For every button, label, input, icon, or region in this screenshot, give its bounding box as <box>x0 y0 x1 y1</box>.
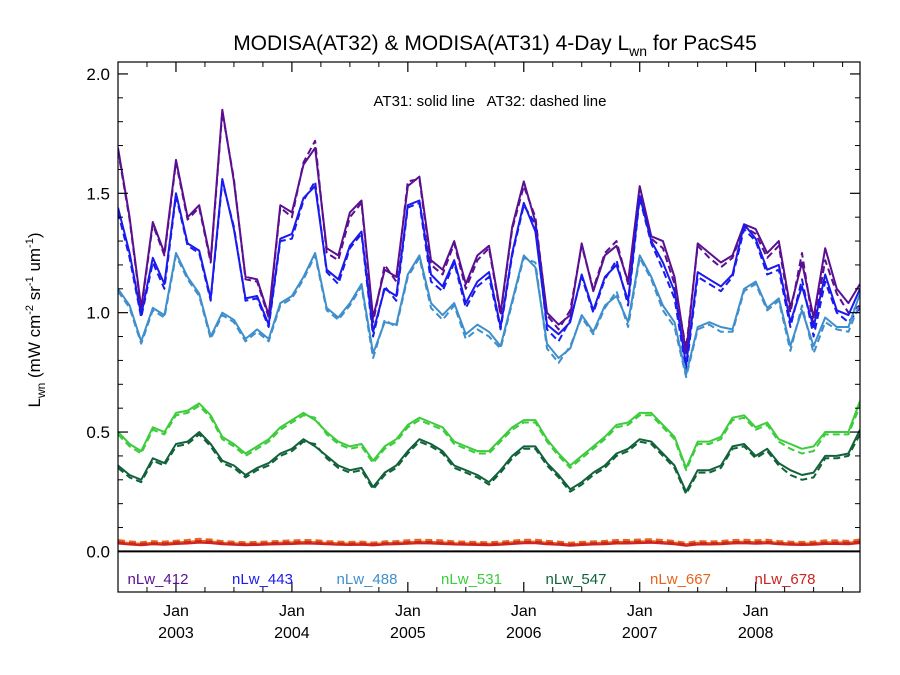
y-label-units: (mW cm <box>25 315 44 383</box>
y-label-sr: sr <box>25 286 44 305</box>
legend-item-nlw-547: nLw_547 <box>546 571 607 588</box>
legend-item-nlw-678: nLw_678 <box>755 571 816 588</box>
series-nlw-547-dashed <box>118 433 860 496</box>
series-nlw-443-dashed <box>118 180 860 371</box>
x-tick-month: Jan <box>511 603 537 620</box>
x-tick-month: Jan <box>743 603 769 620</box>
y-label-l: L <box>25 398 44 407</box>
series-layer <box>118 108 860 547</box>
chart-title-main: MODISA(AT32) & MODISA(AT31) 4-Day L <box>233 32 629 55</box>
y-label-exp2: -1 <box>24 276 36 286</box>
y-tick-label: 0.0 <box>86 542 110 561</box>
series-nlw-531-dashed <box>118 404 860 472</box>
plot-frame <box>117 61 861 593</box>
legend-item-nlw-488: nLw_488 <box>337 571 398 588</box>
series-nlw-667-dashed <box>118 537 860 544</box>
series-nlw-678-solid <box>118 541 860 547</box>
x-tick-year: 2006 <box>506 625 542 642</box>
series-nlw-547-solid <box>118 429 860 493</box>
legend: nLw_412 nLw_443 nLw_488 nLw_531 nLw_547 nLw_6… <box>128 571 816 588</box>
x-tick-month: Jan <box>163 603 189 620</box>
x-tick-year: 2005 <box>390 625 426 642</box>
x-tick-year: 2007 <box>622 625 658 642</box>
y-label-close: ) <box>25 232 44 238</box>
x-tick-year: 2003 <box>158 625 194 642</box>
y-tick-label: 1.0 <box>86 304 110 323</box>
legend-item-nlw-667: nLw_667 <box>650 571 711 588</box>
legend-item-nlw-531: nLw_531 <box>441 571 502 588</box>
y-label-exp3: -1 <box>24 238 36 248</box>
x-tick-month: Jan <box>279 603 305 620</box>
x-tick-month: Jan <box>395 603 421 620</box>
y-label-exp1: -2 <box>24 305 36 315</box>
chart-title-subscript: wn <box>628 43 647 59</box>
y-axis-label: Lwn (mW cm-2 sr-1 um-1) <box>24 232 48 407</box>
series-nlw-678-dashed <box>118 540 860 546</box>
x-tick-year: 2008 <box>738 625 774 642</box>
y-tick-label: 1.5 <box>86 184 110 203</box>
series-nlw-412-dashed <box>118 111 860 350</box>
y-label-wn: wn <box>34 383 48 399</box>
chart-title: MODISA(AT32) & MODISA(AT31) 4-Day Lwn fo… <box>233 32 757 59</box>
y-label-um: um <box>25 248 44 276</box>
y-tick-label: 0.5 <box>86 423 110 442</box>
chart-title-tail: for PacS45 <box>647 32 757 55</box>
axes-layer: 0.0 0.5 1.0 1.5 2.0 Jan 2003 Jan 2004 Jan 2005 Jan 2… <box>86 61 861 642</box>
line-style-note: AT31: solid line AT32: dashed line <box>374 93 607 110</box>
x-tick-year: 2004 <box>274 625 310 642</box>
legend-item-nlw-412: nLw_412 <box>128 571 189 588</box>
series-nlw-488-solid <box>118 252 860 376</box>
series-nlw-488-dashed <box>118 254 860 379</box>
y-tick-label: 2.0 <box>86 65 110 84</box>
series-nlw-531-solid <box>118 400 860 469</box>
legend-item-nlw-443: nLw_443 <box>232 571 293 588</box>
x-tick-month: Jan <box>627 603 653 620</box>
